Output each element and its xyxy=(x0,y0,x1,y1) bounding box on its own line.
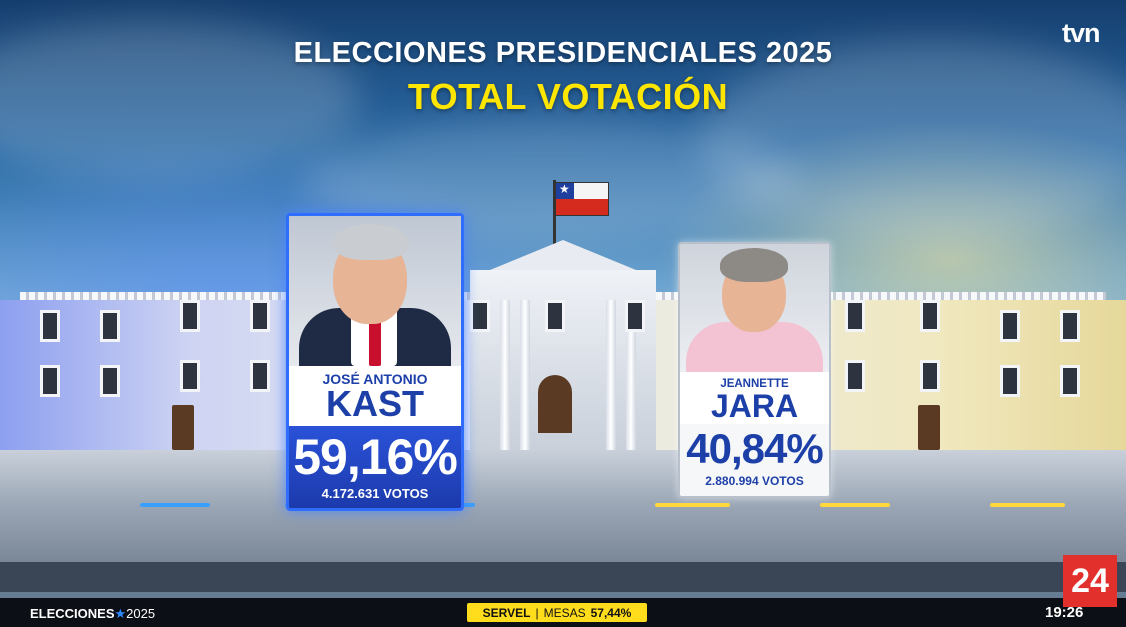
servel-status-badge: SERVEL | MESAS 57,44% xyxy=(467,603,647,622)
star-icon: ★ xyxy=(114,606,127,621)
cloud xyxy=(0,20,360,180)
candidate-percentage: 40,84% xyxy=(686,425,823,472)
cloud xyxy=(700,40,1126,240)
broadcast-title: ELECCIONES PRESIDENCIALES 2025 xyxy=(293,37,833,69)
main-door xyxy=(538,375,572,433)
candidate-card-kast: JOSÉ ANTONIO KAST 59,16% 4.172.631 VOTOS xyxy=(286,213,464,511)
tvn-logo: tvn xyxy=(1062,18,1100,48)
candidate-last-name: JARA xyxy=(710,388,799,424)
candidate-percentage: 59,16% xyxy=(293,429,458,485)
candidate-photo xyxy=(680,244,829,374)
program-label: ELECCIONES★2025 xyxy=(30,606,156,621)
candidate-votes: 4.172.631 VOTOS xyxy=(321,486,429,501)
candidate-photo xyxy=(289,216,461,378)
candidate-result: 40,84% 2.880.994 VOTOS xyxy=(680,424,829,496)
palace-facade xyxy=(0,240,1126,460)
candidate-last-name: KAST xyxy=(326,383,424,424)
channel-24-badge: 24 xyxy=(1063,555,1117,607)
clock: 19:26 xyxy=(1045,604,1084,621)
candidate-card-jara: JEANNETTE JARA 40,84% 2.880.994 VOTOS xyxy=(678,242,831,498)
candidate-votes: 2.880.994 VOTOS xyxy=(705,474,804,488)
candidate-first-name: JEANNETTE xyxy=(720,378,789,390)
flag-pole xyxy=(553,180,556,245)
candidate-result: 59,16% 4.172.631 VOTOS xyxy=(289,426,461,508)
candidate-name: JOSÉ ANTONIO KAST xyxy=(289,366,461,426)
broadcast-subtitle: TOTAL VOTACIÓN xyxy=(407,76,729,117)
candidate-first-name: JOSÉ ANTONIO xyxy=(322,371,428,387)
chile-flag-icon: ★ xyxy=(555,182,609,216)
candidate-name: JEANNETTE JARA xyxy=(680,372,829,424)
